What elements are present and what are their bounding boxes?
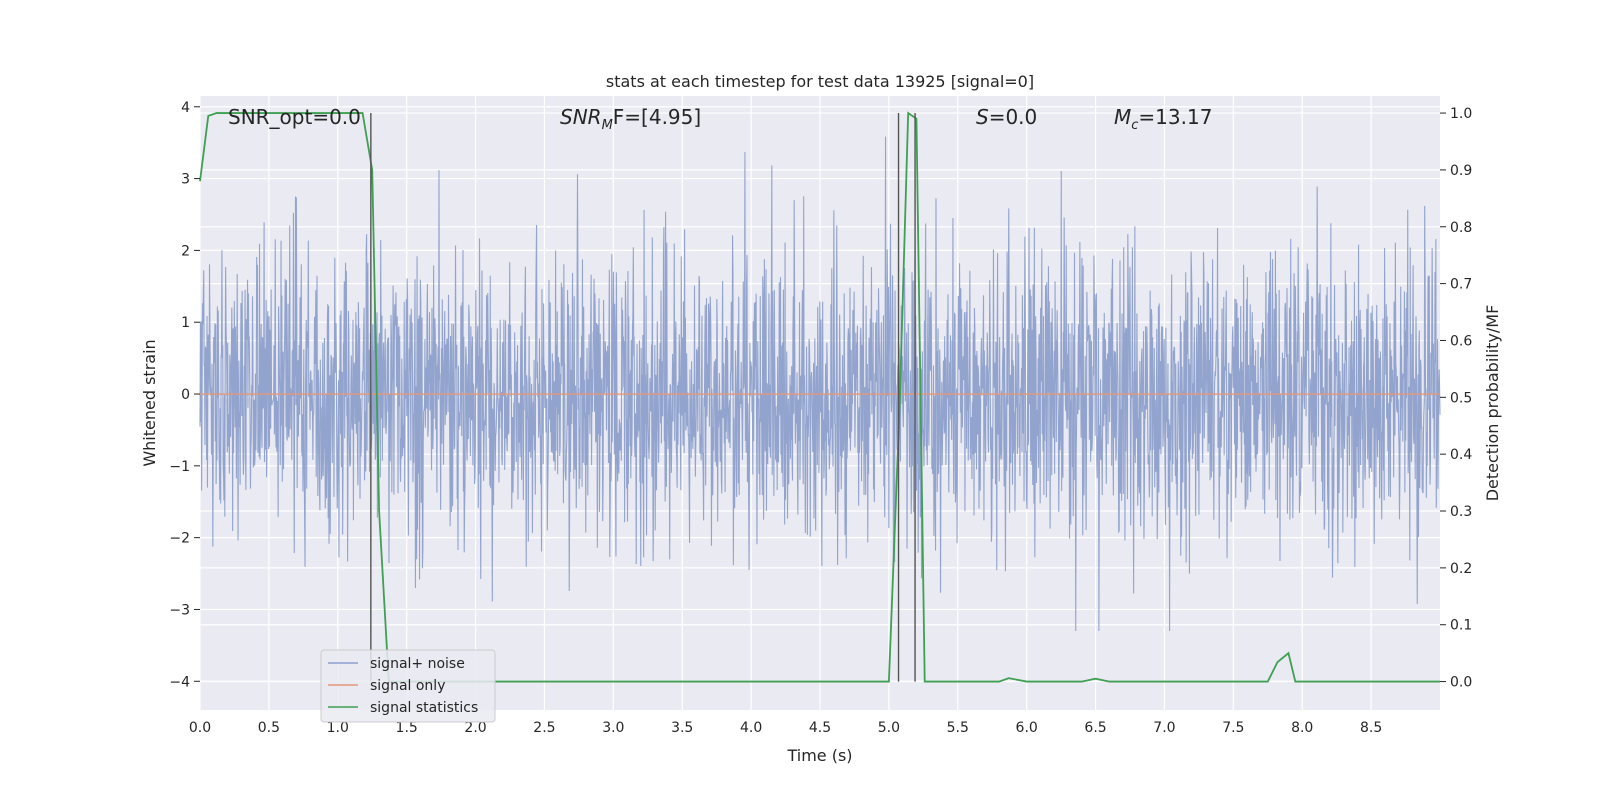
x-tick-label: 7.5	[1222, 720, 1244, 736]
chart-title: stats at each timestep for test data 139…	[606, 72, 1034, 91]
y-right-tick-label: 0.8	[1450, 220, 1472, 236]
y-axis-label: Whitened strain	[140, 339, 159, 466]
y-tick-label: 2	[181, 243, 190, 259]
x-tick-label: 6.5	[1084, 720, 1106, 736]
annotation-s-base: S	[976, 105, 989, 129]
annotation-snr-opt: SNR_opt=0.0	[228, 105, 361, 129]
annotation-mc-base: M	[1114, 105, 1131, 129]
x-tick-label: 1.0	[327, 720, 349, 736]
y-right-tick-label: 0.0	[1450, 675, 1472, 691]
legend-label-signal-noise: signal+ noise	[370, 656, 465, 672]
annotation-snr-mf: SNRMF=[4.95]	[560, 105, 701, 133]
y-right-tick-label: 0.6	[1450, 333, 1472, 349]
legend-box	[320, 649, 496, 723]
y-tick-label: 4	[181, 100, 190, 116]
x-tick-label: 8.5	[1360, 720, 1382, 736]
x-tick-label: 2.5	[533, 720, 555, 736]
x-tick-label: 4.0	[740, 720, 762, 736]
tick-labels: 0.0 0.5 1.0 1.5 2.0 2.5 3.0 3.5 4.0 4.5 5.0 5.5 6.0 6…	[169, 100, 1472, 736]
x-tick-label: 6.0	[1016, 720, 1038, 736]
y-tick-label: 3	[181, 172, 190, 188]
x-tick-label: 0.0	[189, 720, 211, 736]
x-tick-label: 5.5	[947, 720, 969, 736]
annotation-snr-mf-sub: M	[602, 118, 613, 133]
legend: signal+ noise signal only signal statist…	[320, 649, 496, 723]
y-right-tick-label: 0.5	[1450, 390, 1472, 406]
annotation-snr-mf-base: SNR	[560, 105, 602, 129]
y-tick-label: 1	[181, 315, 190, 331]
y-right-axis-label: Detection probability/MF	[1483, 305, 1502, 502]
x-tick-label: 3.0	[602, 720, 624, 736]
x-tick-label: 8.0	[1291, 720, 1313, 736]
legend-label-signal-only: signal only	[370, 678, 445, 694]
annotation-s-rest: =0.0	[989, 105, 1038, 129]
x-tick-label: 1.5	[396, 720, 418, 736]
y-right-tick-label: 0.3	[1450, 504, 1472, 520]
y-right-tick-label: 0.1	[1450, 618, 1472, 634]
y-tick-label: −2	[169, 531, 190, 547]
series-signal-noise	[199, 136, 1441, 632]
y-tick-label: 0	[181, 387, 190, 403]
annotation-snr-mf-rest: F=[4.95]	[613, 105, 701, 129]
x-tick-label: 2.0	[464, 720, 486, 736]
legend-label-signal-statistics: signal statistics	[370, 700, 478, 716]
y-right-tick-label: 0.9	[1450, 163, 1472, 179]
x-tick-label: 3.5	[671, 720, 693, 736]
y-tick-label: −1	[169, 459, 190, 475]
x-axis-label: Time (s)	[786, 746, 852, 765]
y-right-tick-label: 1.0	[1450, 106, 1472, 122]
annotation-mc: Mc=13.17	[1114, 105, 1212, 133]
y-tick-label: −4	[169, 674, 190, 690]
noise-series	[199, 136, 1441, 632]
x-tick-label: 4.5	[809, 720, 831, 736]
annotation-s: S=0.0	[976, 105, 1037, 129]
y-right-tick-label: 0.7	[1450, 277, 1472, 293]
x-tick-label: 5.0	[878, 720, 900, 736]
vertical-markers	[370, 113, 916, 682]
annotation-mc-sub: c	[1131, 118, 1138, 133]
x-tick-label: 7.0	[1153, 720, 1175, 736]
y-right-tick-label: 0.4	[1450, 447, 1472, 463]
y-right-tick-label: 0.2	[1450, 561, 1472, 577]
y-tick-label: −3	[169, 602, 190, 618]
annotation-mc-rest: =13.17	[1138, 105, 1212, 129]
x-tick-label: 0.5	[258, 720, 280, 736]
